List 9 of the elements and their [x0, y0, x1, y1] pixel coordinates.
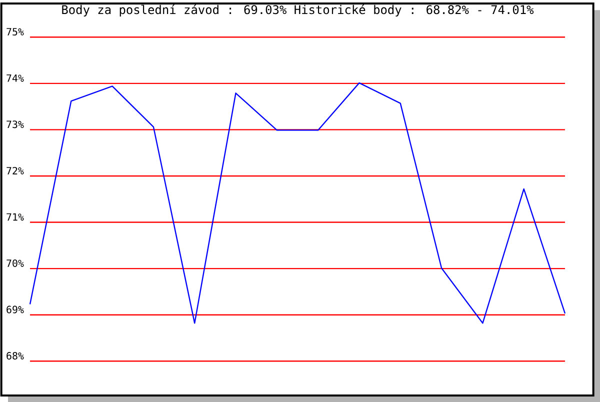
y-tick-label: 72%	[6, 166, 24, 174]
y-tick-label: 73%	[6, 120, 24, 128]
y-tick-label: 69%	[6, 306, 24, 314]
y-tick-label: 71%	[6, 213, 24, 221]
y-tick-label: 68%	[6, 352, 24, 360]
y-tick-label: 74%	[6, 74, 24, 82]
chart-title: Body za poslední závod : 69.03% Historické body : 68.82% - 74.01%	[62, 4, 534, 16]
y-tick-label: 75%	[6, 28, 24, 36]
y-tick-label: 70%	[6, 259, 24, 267]
